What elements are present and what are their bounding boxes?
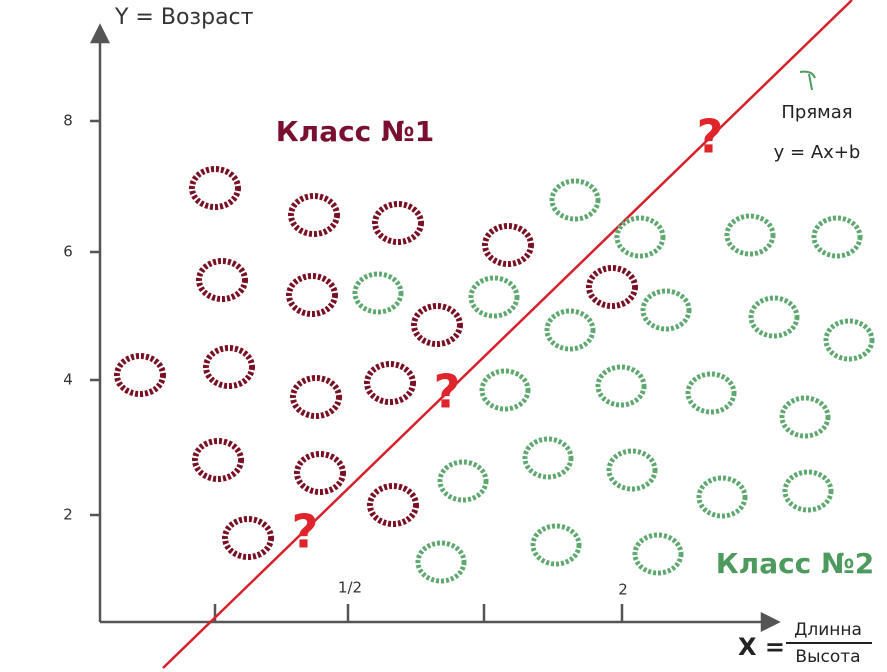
line-equation: y = Ax+b — [774, 142, 861, 163]
y-axis-label: Y = Возраст — [114, 5, 254, 30]
class2-point — [824, 319, 874, 361]
class2-point — [686, 372, 736, 414]
x-arrow — [760, 611, 781, 633]
question-mark: ? — [292, 505, 319, 559]
class1-point — [287, 274, 337, 316]
class2-point — [697, 476, 747, 518]
question-mark: ? — [434, 365, 461, 419]
class2-point — [545, 309, 595, 351]
class1-point — [291, 376, 341, 418]
class1-point — [204, 346, 254, 388]
class2-point — [469, 276, 519, 318]
class1-point — [373, 202, 423, 244]
x-tick-label: 2 — [618, 581, 628, 599]
points — [114, 166, 875, 584]
class1-point — [483, 224, 533, 266]
class1-point — [587, 266, 637, 308]
class2-point — [780, 396, 830, 438]
class1-point — [193, 439, 243, 481]
class2-point — [725, 214, 775, 256]
class2-point — [596, 365, 646, 407]
class2-point — [438, 460, 488, 502]
class-label: Класс №2 — [716, 547, 874, 580]
class2-point — [523, 437, 573, 479]
class1-point — [412, 304, 462, 346]
class1-point — [368, 484, 418, 526]
class2-point — [615, 216, 665, 258]
x-axis-label: X = — [738, 633, 785, 661]
class2-point — [550, 179, 600, 221]
x-label-denominator: Высота — [795, 647, 860, 667]
class2-point — [607, 449, 657, 491]
class2-point — [641, 289, 691, 331]
class2-point — [480, 369, 530, 411]
y-tick-label: 8 — [63, 112, 73, 130]
class1-point — [223, 517, 273, 559]
class2-point — [783, 470, 833, 512]
x-tick-label: 1/2 — [338, 579, 362, 597]
y-tick-label: 4 — [63, 371, 73, 389]
class2-point — [633, 533, 683, 575]
class2-point — [416, 541, 466, 583]
y-tick-label: 2 — [63, 506, 73, 524]
class1-point — [190, 167, 240, 209]
class2-point — [353, 272, 403, 314]
class-label: Класс №1 — [276, 115, 434, 148]
separating-line — [162, 0, 853, 669]
class1-point — [365, 362, 415, 404]
class1-point — [115, 354, 165, 396]
y-tick-label: 6 — [63, 243, 73, 261]
class1-point — [197, 259, 247, 301]
class1-point — [295, 452, 345, 494]
class2-point — [812, 216, 862, 258]
class1-point — [289, 194, 339, 236]
class2-point — [749, 296, 799, 338]
x-label-numerator: Длинна — [794, 620, 862, 640]
pointer-arrow — [799, 70, 816, 91]
class2-point — [531, 524, 581, 566]
y-arrow — [89, 23, 111, 44]
question-mark: ? — [697, 110, 724, 164]
line-label: Прямая — [781, 102, 852, 123]
